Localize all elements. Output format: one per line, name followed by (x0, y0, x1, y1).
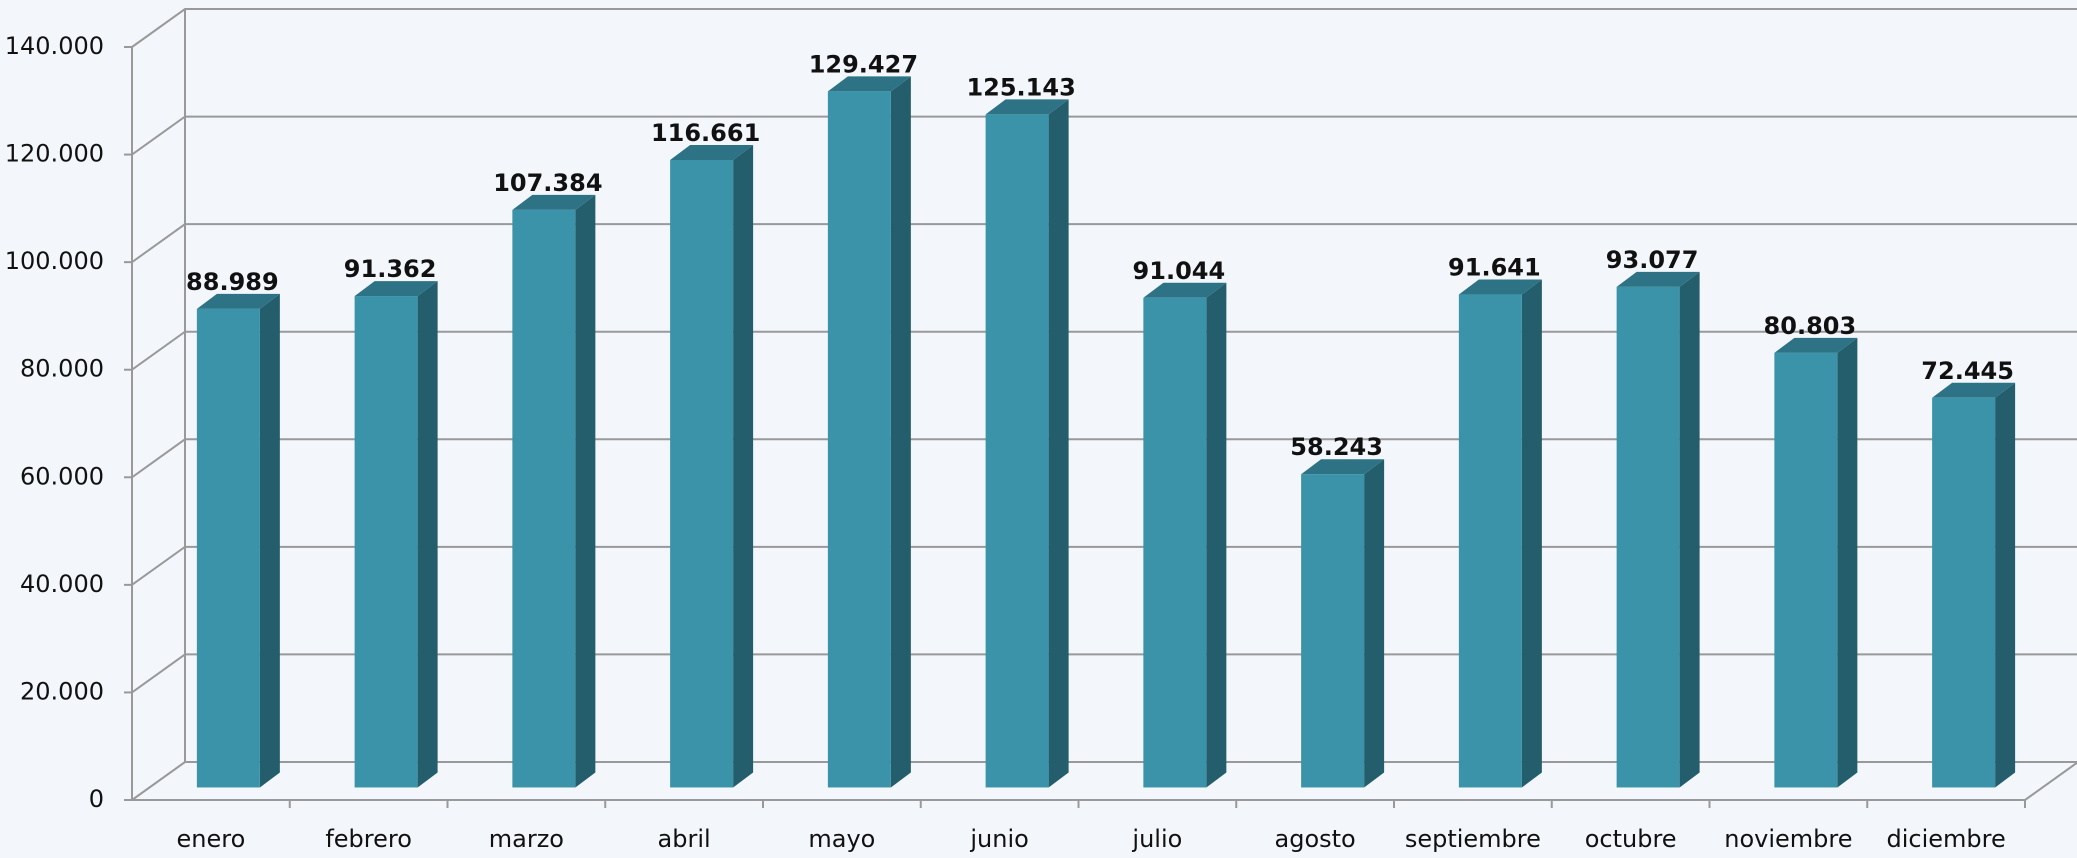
bar-front (512, 209, 576, 788)
bar-top (196, 293, 280, 309)
x-tick-label: abril (658, 825, 711, 853)
x-tick-label: noviembre (1724, 825, 1852, 853)
bar-front (196, 308, 260, 788)
bar-front (1774, 352, 1838, 788)
y-tick-label: 40.000 (20, 570, 104, 598)
x-tick-label: enero (176, 825, 245, 853)
grid-line (131, 653, 2077, 694)
bar-side (733, 144, 754, 788)
x-tick-label: agosto (1275, 825, 1356, 853)
bar-front (670, 159, 734, 788)
y-tick-label: 100.000 (5, 247, 104, 275)
bar-side (1048, 99, 1069, 788)
value-label: 91.362 (344, 255, 437, 283)
bar-top (1458, 279, 1542, 295)
bar-top (512, 194, 596, 210)
bar (354, 281, 438, 788)
bar-top (670, 144, 754, 160)
grid-line (131, 438, 2077, 479)
value-label: 58.243 (1290, 433, 1383, 461)
y-tick-label: 60.000 (20, 462, 104, 490)
value-label: 91.044 (1133, 257, 1226, 285)
y-tick-label: 80.000 (20, 355, 104, 383)
bar-side (417, 281, 438, 788)
bar-side (1995, 382, 2016, 788)
bar (670, 144, 754, 788)
bar-side (890, 76, 911, 788)
bar-top (354, 281, 438, 297)
y-tick-label: 20.000 (20, 677, 104, 705)
bar-top (1932, 382, 2016, 398)
bar-side (1364, 459, 1385, 788)
y-tick-label: 120.000 (5, 140, 104, 168)
bar-side (1521, 279, 1542, 788)
bar-side (1837, 337, 1858, 788)
bar-side (1679, 271, 1700, 788)
value-label: 107.384 (493, 169, 602, 197)
bar (1774, 337, 1858, 788)
x-tick-label: mayo (808, 825, 875, 853)
value-label: 116.661 (651, 119, 760, 147)
x-tick-label: diciembre (1887, 825, 2006, 853)
grid-line (131, 761, 2077, 801)
bar (1458, 279, 1542, 788)
bar (1301, 459, 1385, 788)
bar-top (985, 99, 1069, 115)
bar-front (1932, 397, 1996, 788)
bar (985, 99, 1069, 788)
grid-line (131, 545, 2077, 586)
x-tick-label: marzo (489, 825, 564, 853)
bar-side (575, 194, 596, 788)
bar-side (1206, 282, 1227, 788)
value-label: 88.989 (186, 268, 279, 296)
x-tick-label: octubre (1585, 825, 1677, 853)
bar-front (1458, 294, 1522, 788)
bar-side (259, 293, 280, 788)
bar-top (1774, 337, 1858, 353)
grid-line (131, 223, 2077, 263)
bar-top (827, 76, 911, 92)
y-tick-label: 140.000 (5, 32, 104, 60)
bar-front (827, 91, 891, 788)
bar-top (1301, 459, 1385, 475)
bar (512, 194, 596, 788)
grid-line (131, 115, 2077, 156)
value-label: 91.641 (1448, 254, 1541, 282)
x-tick-label: junio (969, 825, 1028, 853)
bar-top (1616, 271, 1700, 287)
bar-front (985, 114, 1049, 788)
bar (827, 76, 911, 788)
value-label: 93.077 (1606, 246, 1699, 274)
bar (1143, 282, 1227, 788)
value-label: 129.427 (809, 50, 918, 78)
value-label: 72.445 (1921, 357, 2014, 385)
x-tick-label: febrero (325, 825, 412, 853)
bar-top (1143, 282, 1227, 298)
bar-front (1616, 286, 1680, 788)
bar-front (1301, 474, 1365, 788)
x-tick-label: julio (1131, 825, 1182, 853)
bar (196, 293, 280, 788)
bar-front (1143, 297, 1207, 788)
grid-line (131, 8, 2077, 48)
value-label: 125.143 (966, 73, 1075, 101)
y-tick-label: 0 (89, 785, 104, 813)
bar (1932, 382, 2016, 788)
bar-front (354, 296, 418, 788)
x-tick-label: septiembre (1405, 825, 1541, 853)
grid-line (131, 330, 2077, 371)
value-label: 80.803 (1764, 312, 1857, 340)
bar (1616, 271, 1700, 788)
